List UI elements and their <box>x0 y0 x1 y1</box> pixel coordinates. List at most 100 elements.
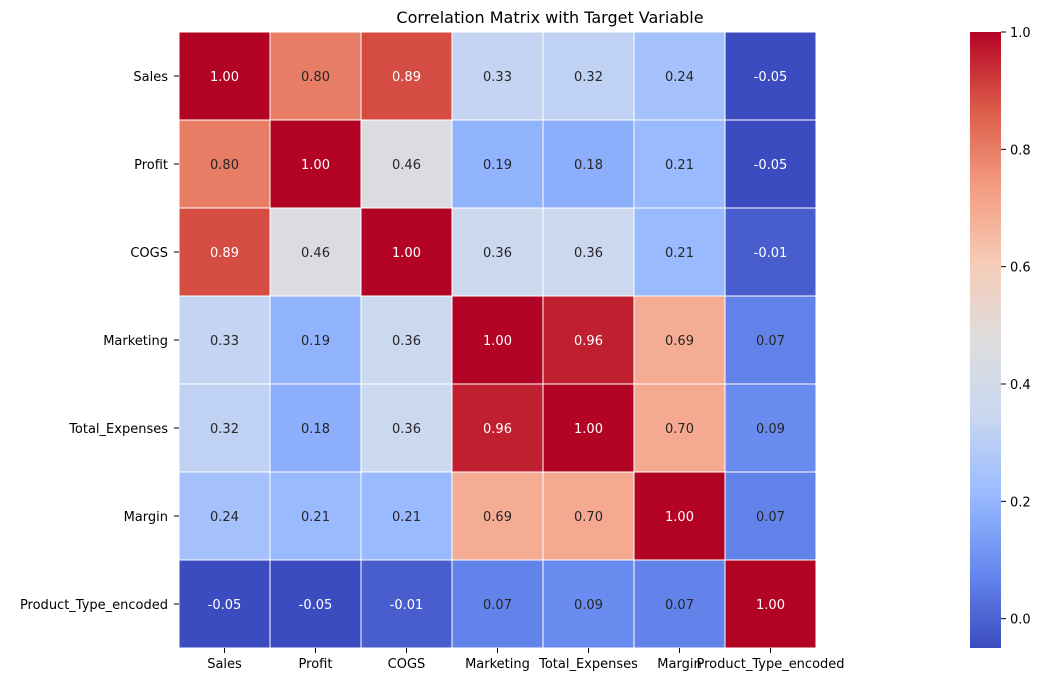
heatmap-cell <box>360 471 453 561</box>
heatmap-cell <box>360 559 453 649</box>
cell-value-label: -0.05 <box>299 598 333 613</box>
colorbar-tick-label: 0.0 <box>1010 613 1031 628</box>
heatmap-cell <box>451 471 544 561</box>
heatmap-cell <box>178 207 271 297</box>
cell-value-label: 0.24 <box>210 510 239 525</box>
y-tick-label: Margin <box>124 510 168 525</box>
heatmap-cell <box>178 295 271 385</box>
colorbar: 0.0 0.2 0.4 0.6 0.8 1.0 <box>970 26 1031 648</box>
heatmap-cell <box>724 383 817 473</box>
y-tick-labels: Sales Profit COGS Marketing Total_Expenses Ma… <box>20 70 179 613</box>
cell-value-label: -0.05 <box>754 70 788 85</box>
heatmap-cell <box>542 559 635 649</box>
colorbar-tick-label: 1.0 <box>1010 26 1031 41</box>
cell-value-label: 0.96 <box>483 422 512 437</box>
heatmap-cell <box>178 31 271 121</box>
cell-value-label: 0.07 <box>756 510 785 525</box>
cell-value-label: 0.33 <box>483 70 512 85</box>
heatmap-cell <box>360 207 453 297</box>
chart-title: Correlation Matrix with Target Variable <box>396 8 703 27</box>
cell-value-label: 0.96 <box>574 334 603 349</box>
cell-value-label: 0.07 <box>756 334 785 349</box>
heatmap-cells: 1.00 0.80 0.89 0.33 0.32 0.24 -0.05 0.80 1.00 0.4… <box>178 31 817 649</box>
heatmap-cell <box>451 295 544 385</box>
heatmap-cell <box>633 559 726 649</box>
heatmap-cell <box>451 207 544 297</box>
heatmap-cell <box>178 559 271 649</box>
heatmap-cell <box>269 31 362 121</box>
colorbar-tick-label: 0.8 <box>1010 143 1031 158</box>
cell-value-label: 1.00 <box>210 70 239 85</box>
heatmap-cell <box>269 295 362 385</box>
cell-value-label: 0.07 <box>483 598 512 613</box>
x-tick-label: Marketing <box>465 657 530 672</box>
colorbar-tick-label: 0.6 <box>1010 261 1031 276</box>
cell-value-label: 0.09 <box>574 598 603 613</box>
cell-value-label: 0.36 <box>483 246 512 261</box>
cell-value-label: 0.21 <box>301 510 330 525</box>
cell-value-label: 0.36 <box>574 246 603 261</box>
cell-value-label: 0.18 <box>574 158 603 173</box>
cell-value-label: 0.19 <box>483 158 512 173</box>
cell-value-label: 0.89 <box>210 246 239 261</box>
heatmap-cell <box>633 207 726 297</box>
x-tick-label: Total_Expenses <box>538 657 638 672</box>
cell-value-label: 0.69 <box>483 510 512 525</box>
heatmap-cell <box>451 31 544 121</box>
y-tick-label: Sales <box>133 70 168 85</box>
heatmap-cell <box>542 31 635 121</box>
x-tick-label: COGS <box>388 657 426 672</box>
x-tick-label: Sales <box>207 657 242 672</box>
cell-value-label: 0.46 <box>392 158 421 173</box>
heatmap-cell <box>269 207 362 297</box>
heatmap-cell <box>542 471 635 561</box>
cell-value-label: 0.21 <box>665 246 694 261</box>
x-tick-label: Margin <box>657 657 701 672</box>
y-tick-label: COGS <box>130 246 168 261</box>
cell-value-label: 1.00 <box>574 422 603 437</box>
cell-value-label: 0.36 <box>392 334 421 349</box>
cell-value-label: 0.33 <box>210 334 239 349</box>
cell-value-label: 1.00 <box>392 246 421 261</box>
cell-value-label: 0.80 <box>301 70 330 85</box>
heatmap-cell <box>542 207 635 297</box>
heatmap-cell <box>451 559 544 649</box>
cell-value-label: 1.00 <box>665 510 694 525</box>
x-tick-label: Product_Type_encoded <box>696 657 844 672</box>
cell-value-label: 0.24 <box>665 70 694 85</box>
cell-value-label: 0.46 <box>301 246 330 261</box>
heatmap-cell <box>178 471 271 561</box>
cell-value-label: 0.18 <box>301 422 330 437</box>
cell-value-label: 0.36 <box>392 422 421 437</box>
cell-value-label: -0.05 <box>754 158 788 173</box>
heatmap-cell <box>360 31 453 121</box>
colorbar-tick-label: 0.4 <box>1010 378 1031 393</box>
x-tick-labels: Sales Profit COGS Marketing Total_Expenses Ma… <box>207 648 845 672</box>
heatmap-cell <box>178 383 271 473</box>
cell-value-label: 0.80 <box>210 158 239 173</box>
cell-value-label: 1.00 <box>301 158 330 173</box>
cell-value-label: 0.89 <box>392 70 421 85</box>
cell-value-label: 0.07 <box>665 598 694 613</box>
cell-value-label: 0.21 <box>665 158 694 173</box>
y-tick-label: Marketing <box>103 334 168 349</box>
cell-value-label: 0.09 <box>756 422 785 437</box>
heatmap-cell <box>360 383 453 473</box>
heatmap-cell <box>269 471 362 561</box>
heatmap-cell <box>724 119 817 209</box>
cell-value-label: -0.01 <box>390 598 424 613</box>
heatmap-cell <box>633 119 726 209</box>
cell-value-label: 0.32 <box>574 70 603 85</box>
heatmap-cell <box>724 207 817 297</box>
cell-value-label: 1.00 <box>483 334 512 349</box>
cell-value-label: 0.21 <box>392 510 421 525</box>
y-tick-label: Product_Type_encoded <box>20 598 168 613</box>
heatmap-cell <box>633 295 726 385</box>
cell-value-label: 0.70 <box>665 422 694 437</box>
colorbar-tick-label: 0.2 <box>1010 495 1031 510</box>
cell-value-label: 1.00 <box>756 598 785 613</box>
cell-value-label: 0.70 <box>574 510 603 525</box>
cell-value-label: -0.01 <box>754 246 788 261</box>
cell-value-label: 0.69 <box>665 334 694 349</box>
cell-value-label: -0.05 <box>208 598 242 613</box>
